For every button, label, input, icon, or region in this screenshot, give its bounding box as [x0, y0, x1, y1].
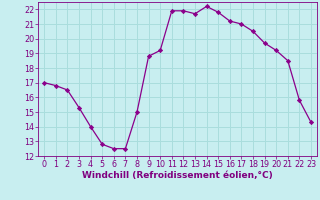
- X-axis label: Windchill (Refroidissement éolien,°C): Windchill (Refroidissement éolien,°C): [82, 171, 273, 180]
